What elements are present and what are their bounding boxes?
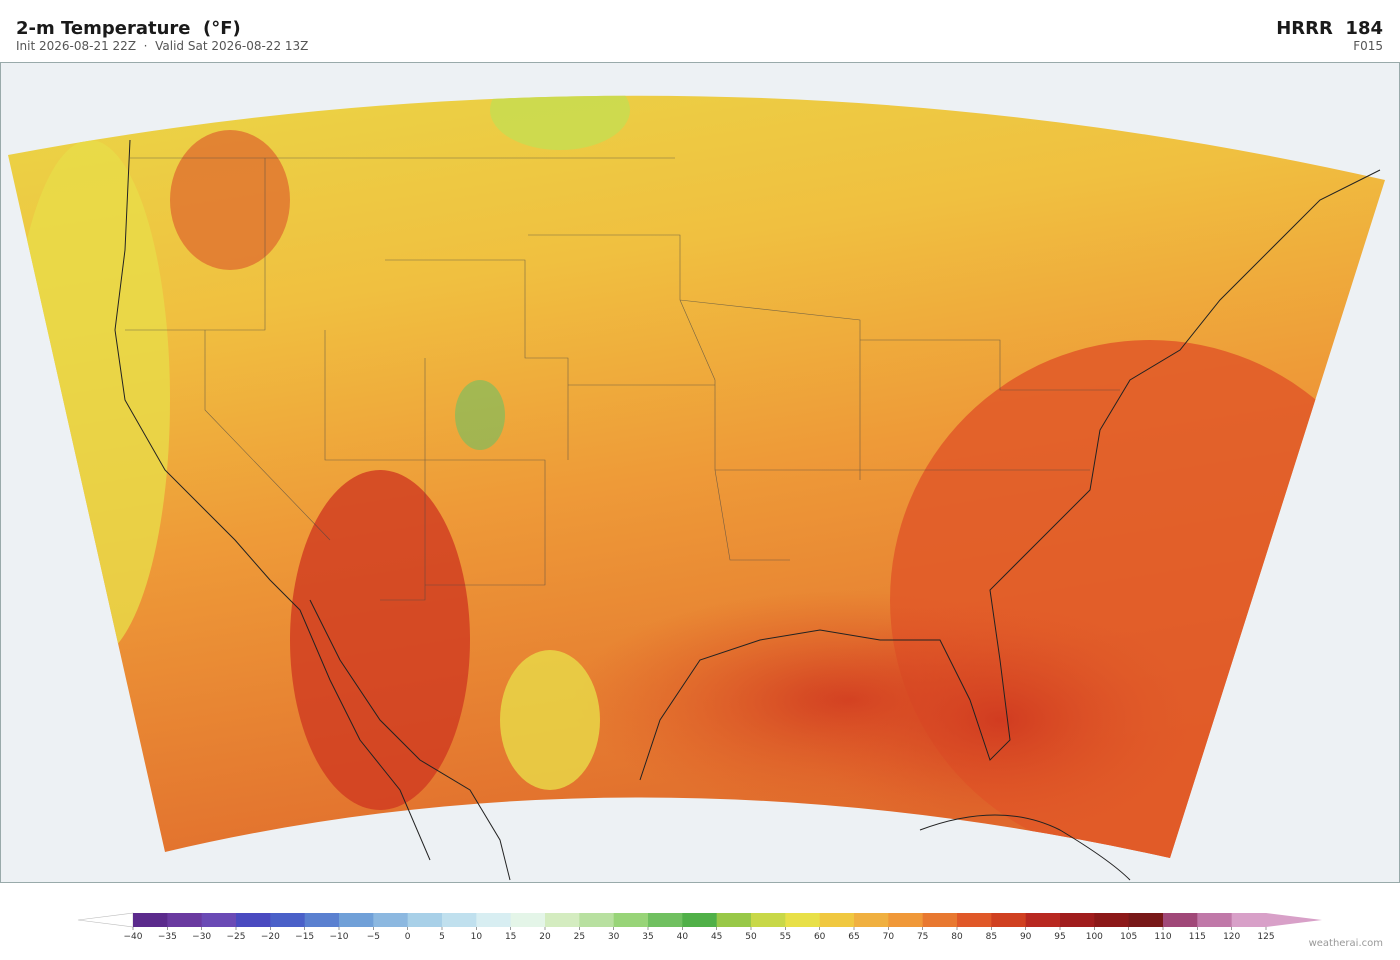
colorbar: −40 −35 −30 −25 −20 −15 −10 −5 0 5 10 15 20 25 30 35 40 4… bbox=[77, 912, 1322, 942]
colorbar-tick-label: −20 bbox=[261, 932, 280, 942]
colorbar-segment bbox=[682, 913, 718, 927]
colorbar-segment bbox=[510, 913, 546, 927]
colorbar-segment bbox=[922, 913, 958, 927]
coastlines bbox=[114, 139, 1381, 881]
colorbar-tick-label: 115 bbox=[1189, 932, 1206, 942]
colorbar-tick-label: 100 bbox=[1086, 932, 1103, 942]
colorbar-extension-low bbox=[77, 912, 134, 928]
colorbar-segment bbox=[270, 913, 306, 927]
colorbar-segment bbox=[1025, 913, 1061, 927]
colorbar-segment bbox=[648, 913, 683, 927]
colorbar-segment bbox=[785, 913, 821, 927]
colorbar-segment bbox=[819, 913, 855, 927]
colorbar-tick-label: 30 bbox=[608, 932, 620, 942]
colorbar-segment bbox=[236, 913, 271, 927]
colorbar-segment bbox=[167, 913, 203, 927]
colorbar-tick-label: 110 bbox=[1154, 932, 1171, 942]
colorbar-tick-label: 125 bbox=[1257, 932, 1274, 942]
colorbar-tick-label: 85 bbox=[986, 932, 997, 942]
colorbar-tick-label: 45 bbox=[711, 932, 722, 942]
colorbar-tick-label: −40 bbox=[124, 932, 143, 942]
map bbox=[0, 62, 1400, 883]
temperature-field bbox=[8, 95, 1385, 858]
colorbar-segment bbox=[373, 913, 409, 927]
colorbar-segment bbox=[991, 913, 1027, 927]
colorbar-segment bbox=[1094, 913, 1130, 927]
colorbar-tick-label: 15 bbox=[505, 932, 516, 942]
colorbar-tick-label: 55 bbox=[780, 932, 791, 942]
colorbar-tick-label: 95 bbox=[1054, 932, 1065, 942]
subtitle: Init 2026-08-21 22Z · Valid Sat 2026-08-… bbox=[16, 39, 308, 53]
colorbar-tick-label: 70 bbox=[883, 932, 895, 942]
colorbar-tick-label: 75 bbox=[917, 932, 928, 942]
colorbar-segment bbox=[442, 913, 477, 927]
colorbar-segment bbox=[1197, 913, 1233, 927]
colorbar-segment bbox=[339, 913, 374, 927]
model-label: HRRR 184 bbox=[1276, 18, 1383, 39]
colorbar-tick-label: 105 bbox=[1120, 932, 1137, 942]
colorbar-segment bbox=[133, 913, 168, 927]
colorbar-segment bbox=[476, 913, 512, 927]
colorbar-segment bbox=[854, 913, 889, 927]
colorbar-tick-label: 0 bbox=[405, 932, 411, 942]
colorbar-tick-label: 25 bbox=[574, 932, 585, 942]
colorbar-tick-label: 5 bbox=[439, 932, 445, 942]
colorbar-segment bbox=[201, 913, 237, 927]
colorbar-segment bbox=[751, 913, 786, 927]
colorbar-tick-label: 50 bbox=[745, 932, 757, 942]
colorbar-tick-label: 20 bbox=[539, 932, 551, 942]
colorbar-segment bbox=[1163, 913, 1198, 927]
colorbar-tick-label: 80 bbox=[951, 932, 963, 942]
colorbar-tick-label: 60 bbox=[814, 932, 826, 942]
forecast-hour: F015 bbox=[1353, 39, 1383, 53]
colorbar-tick-label: −10 bbox=[330, 932, 349, 942]
colorbar-segment bbox=[888, 913, 924, 927]
colorbar-tick-label: −15 bbox=[295, 932, 314, 942]
colorbar-segment bbox=[957, 913, 992, 927]
colorbar-tick-label: 120 bbox=[1223, 932, 1240, 942]
colorbar-tick-label: −35 bbox=[158, 932, 177, 942]
colorbar-segment bbox=[407, 913, 443, 927]
colorbar-segment bbox=[716, 913, 752, 927]
colorbar-segment bbox=[579, 913, 615, 927]
colorbar-extension-high bbox=[1266, 913, 1322, 927]
title: 2-m Temperature (°F) bbox=[16, 18, 241, 39]
credit: weatherai.com bbox=[1309, 938, 1383, 949]
colorbar-tick-label: 10 bbox=[471, 932, 483, 942]
colorbar-segment bbox=[1060, 913, 1095, 927]
colorbar-tick-label: −5 bbox=[367, 932, 380, 942]
colorbar-tick-label: 65 bbox=[848, 932, 859, 942]
colorbar-segment bbox=[1231, 913, 1267, 927]
colorbar-segment bbox=[1128, 913, 1164, 927]
colorbar-tick-label: 90 bbox=[1020, 932, 1032, 942]
colorbar-segment bbox=[545, 913, 580, 927]
colorbar-segment bbox=[304, 913, 340, 927]
colorbar-tick-label: 40 bbox=[677, 932, 689, 942]
colorbar-tick-label: 35 bbox=[642, 932, 653, 942]
colorbar-tick-label: −25 bbox=[227, 932, 246, 942]
colorbar-segment bbox=[613, 913, 649, 927]
colorbar-tick-label: −30 bbox=[192, 932, 211, 942]
state-borders bbox=[125, 157, 1120, 601]
